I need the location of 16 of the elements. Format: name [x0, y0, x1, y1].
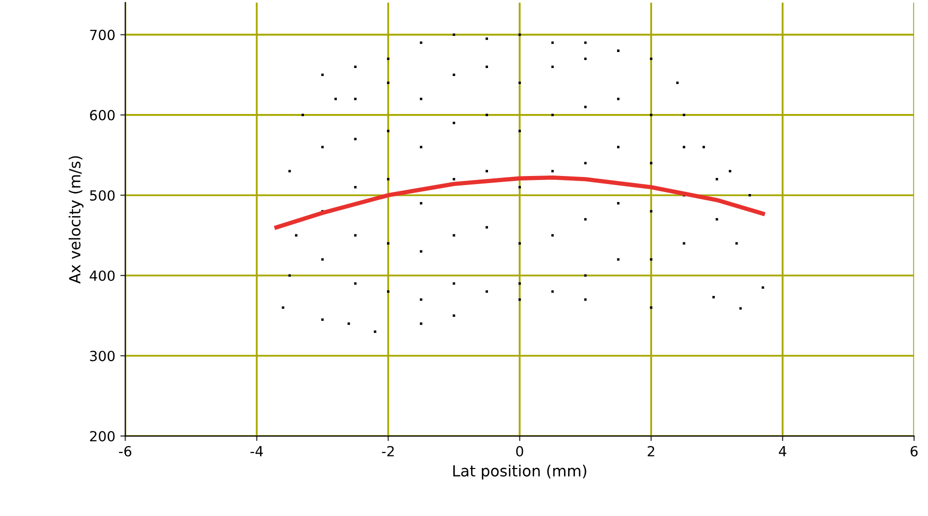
y-tick-label: 400: [90, 270, 115, 281]
x-tick-label: 0: [516, 446, 524, 456]
y-tick-label: 200: [90, 430, 115, 442]
y-tick-label: 600: [90, 110, 115, 120]
y-tick-label: 300: [90, 350, 115, 362]
line-series: [274, 175, 765, 230]
x-tick-label: -2: [382, 446, 394, 456]
x-axis-title: Lat position (mm): [453, 464, 586, 480]
y-tick-label: 700: [90, 30, 115, 40]
y-axis-title: Ax velocity (m/s): [68, 156, 84, 284]
y-tick-label: 500: [90, 190, 115, 201]
x-tick-label: 6: [910, 446, 918, 456]
x-tick-label: -4: [250, 446, 263, 456]
x-tick-label: -6: [119, 446, 132, 456]
x-tick-label: 4: [778, 446, 786, 456]
x-tick-label: 2: [648, 446, 654, 456]
